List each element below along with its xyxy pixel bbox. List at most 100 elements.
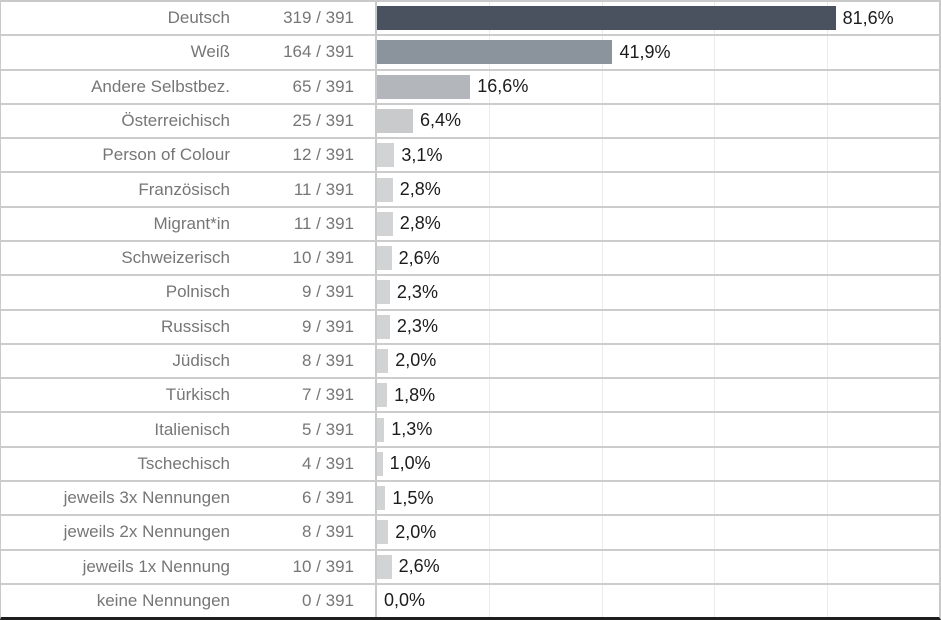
bar-row: Französisch 11 / 391 2,8% bbox=[1, 173, 939, 208]
gridline bbox=[601, 413, 603, 446]
value-label: 6,4% bbox=[419, 110, 461, 131]
category-label: Französisch bbox=[138, 179, 230, 199]
category-label: jeweils 1x Nennung bbox=[82, 556, 230, 576]
bar-track: 1,8% bbox=[377, 379, 939, 412]
bar-track: 81,6% bbox=[377, 2, 939, 35]
value-label: 2,0% bbox=[395, 521, 437, 542]
bar-track: 2,8% bbox=[377, 207, 939, 240]
bar-row: jeweils 1x Nennung 10 / 391 2,6% bbox=[1, 550, 939, 585]
bar[interactable] bbox=[377, 108, 413, 133]
gridline bbox=[489, 139, 491, 172]
gridline bbox=[826, 481, 828, 515]
count-label: 164 / 391 bbox=[237, 36, 377, 69]
bar-track: 2,0% bbox=[377, 344, 939, 378]
gridline bbox=[489, 310, 491, 343]
bar[interactable] bbox=[377, 520, 389, 545]
bar[interactable] bbox=[377, 451, 383, 476]
value-label: 1,8% bbox=[394, 384, 436, 405]
gridline bbox=[826, 516, 828, 549]
gridline bbox=[489, 516, 491, 549]
value-label: 1,3% bbox=[391, 419, 433, 440]
bar[interactable] bbox=[377, 246, 392, 271]
gridline bbox=[826, 550, 828, 583]
gridline bbox=[714, 413, 716, 446]
category-label: Andere Selbstbez. bbox=[91, 76, 230, 96]
count-label: 7 / 391 bbox=[237, 379, 377, 412]
gridline bbox=[601, 104, 603, 138]
gridline bbox=[826, 413, 828, 446]
value-label: 2,0% bbox=[395, 350, 437, 371]
bar-row: Österreichisch 25 / 391 6,4% bbox=[1, 104, 939, 140]
gridline bbox=[826, 207, 828, 240]
bar[interactable] bbox=[377, 40, 613, 65]
bar[interactable] bbox=[377, 211, 393, 236]
count-label: 0 / 391 bbox=[237, 584, 377, 617]
gridline bbox=[489, 584, 491, 617]
count-label: 9 / 391 bbox=[237, 310, 377, 343]
gridline bbox=[826, 104, 828, 138]
gridline bbox=[714, 173, 716, 206]
gridline bbox=[489, 481, 491, 515]
count-label: 9 / 391 bbox=[237, 276, 377, 309]
category-label: Weiß bbox=[190, 42, 230, 62]
category-label: Österreichisch bbox=[121, 110, 230, 130]
gridline bbox=[601, 276, 603, 309]
bar-row: Türkisch 7 / 391 1,8% bbox=[1, 379, 939, 414]
gridline bbox=[601, 241, 603, 275]
bar-row: Andere Selbstbez. 65 / 391 16,6% bbox=[1, 70, 939, 105]
bar[interactable] bbox=[377, 314, 390, 339]
bar-track: 41,9% bbox=[377, 36, 939, 69]
gridline bbox=[826, 310, 828, 343]
gridline bbox=[714, 276, 716, 309]
gridline bbox=[489, 550, 491, 583]
gridline bbox=[601, 516, 603, 549]
bar[interactable] bbox=[377, 486, 386, 511]
bar[interactable] bbox=[377, 280, 390, 305]
bar[interactable] bbox=[377, 6, 836, 31]
bar-row: Russisch 9 / 391 2,3% bbox=[1, 310, 939, 345]
bar-track: 1,0% bbox=[377, 447, 939, 480]
gridline bbox=[714, 139, 716, 172]
gridline bbox=[489, 104, 491, 138]
gridline bbox=[714, 36, 716, 69]
count-label: 11 / 391 bbox=[237, 207, 377, 240]
bar[interactable] bbox=[377, 383, 388, 408]
value-label: 1,5% bbox=[392, 487, 434, 508]
gridline bbox=[826, 241, 828, 275]
gridline bbox=[601, 207, 603, 240]
bar[interactable] bbox=[377, 348, 389, 373]
bar-track: 1,5% bbox=[377, 481, 939, 515]
bar[interactable] bbox=[377, 143, 395, 168]
category-label: Person of Colour bbox=[102, 145, 230, 165]
bar-row: Schweizerisch 10 / 391 2,6% bbox=[1, 241, 939, 277]
bar-track: 1,3% bbox=[377, 413, 939, 446]
gridline bbox=[601, 379, 603, 412]
bar[interactable] bbox=[377, 74, 471, 99]
gridline bbox=[489, 207, 491, 240]
gridline bbox=[601, 447, 603, 480]
bar-row: Migrant*in 11 / 391 2,8% bbox=[1, 207, 939, 242]
gridline bbox=[601, 550, 603, 583]
bar-track: 2,3% bbox=[377, 310, 939, 343]
gridline bbox=[601, 310, 603, 343]
bar-track: 16,6% bbox=[377, 70, 939, 103]
bar[interactable] bbox=[377, 177, 393, 202]
gridline bbox=[826, 36, 828, 69]
category-label: Migrant*in bbox=[153, 213, 230, 233]
bar-row: Tschechisch 4 / 391 1,0% bbox=[1, 447, 939, 482]
value-label: 2,8% bbox=[399, 213, 441, 234]
gridline bbox=[826, 379, 828, 412]
gridline bbox=[714, 344, 716, 378]
count-label: 8 / 391 bbox=[237, 516, 377, 549]
category-label: Türkisch bbox=[165, 385, 230, 405]
gridline bbox=[714, 516, 716, 549]
bar-track: 2,6% bbox=[377, 241, 939, 275]
bar[interactable] bbox=[377, 417, 385, 442]
gridline bbox=[601, 584, 603, 617]
bar-track: 0,0% bbox=[377, 584, 939, 617]
category-label: Deutsch bbox=[167, 8, 230, 28]
bar[interactable] bbox=[377, 554, 392, 579]
value-label: 0,0% bbox=[384, 590, 426, 611]
gridline bbox=[826, 584, 828, 617]
